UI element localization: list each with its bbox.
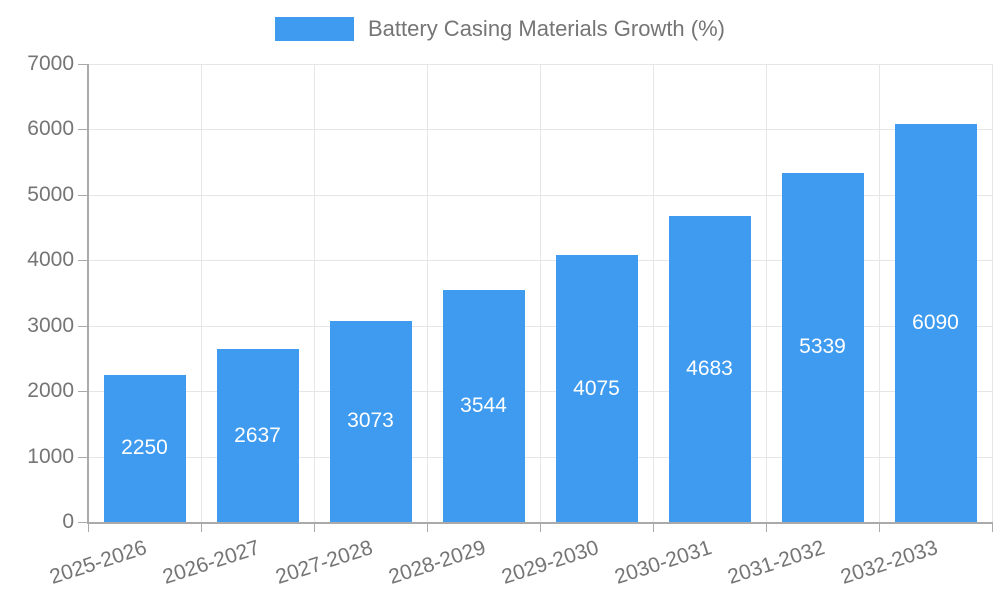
y-axis-line: [87, 64, 89, 522]
x-axis-tick: [879, 522, 880, 532]
x-axis-tick: [88, 522, 89, 532]
bar-value-label: 4683: [686, 356, 733, 380]
x-axis-tick: [653, 522, 654, 532]
x-axis-tick: [314, 522, 315, 532]
y-axis-tick-label: 1000: [27, 445, 74, 468]
y-axis-tick: [78, 64, 88, 65]
y-axis-tick-label: 4000: [27, 248, 74, 271]
x-axis-tick: [201, 522, 202, 532]
x-axis-tick: [766, 522, 767, 532]
y-axis-tick: [78, 260, 88, 261]
bar-value-label: 2250: [121, 436, 168, 460]
gridline-vertical: [201, 64, 202, 522]
y-axis-tick: [78, 195, 88, 196]
x-axis-category-label: 2032-2033: [837, 536, 941, 589]
bar-value-label: 6090: [912, 310, 959, 334]
y-axis-tick-label: 2000: [27, 379, 74, 402]
y-axis-tick-label: 0: [62, 510, 74, 533]
x-axis-tick: [540, 522, 541, 532]
x-axis-category-label: 2025-2026: [46, 536, 150, 589]
bar-value-label: 3073: [347, 409, 394, 433]
bar-2032-2033[interactable]: [894, 123, 977, 522]
x-axis-category-label: 2030-2031: [611, 536, 715, 589]
bar-2029-2030[interactable]: [555, 255, 638, 522]
x-axis-tick: [427, 522, 428, 532]
bar-2026-2027[interactable]: [216, 349, 299, 522]
bar-value-label: 4075: [573, 376, 620, 400]
x-axis-category-label: 2028-2029: [385, 536, 489, 589]
legend[interactable]: Battery Casing Materials Growth (%): [275, 16, 725, 42]
x-axis-category-label: 2031-2032: [724, 536, 828, 589]
y-axis-tick-label: 3000: [27, 314, 74, 337]
bar-2030-2031[interactable]: [668, 215, 751, 522]
gridline-vertical: [540, 64, 541, 522]
gridline-vertical: [992, 64, 993, 522]
y-axis-tick-label: 5000: [27, 183, 74, 206]
bar-value-label: 5339: [799, 335, 846, 359]
gridline-vertical: [766, 64, 767, 522]
bar-2027-2028[interactable]: [329, 320, 412, 522]
y-axis-tick-label: 7000: [27, 52, 74, 75]
x-axis-line: [87, 522, 992, 524]
gridline-vertical: [879, 64, 880, 522]
x-axis-category-label: 2029-2030: [498, 536, 602, 589]
bar-2028-2029[interactable]: [442, 290, 525, 522]
gridline-vertical: [653, 64, 654, 522]
y-axis-tick-label: 6000: [27, 117, 74, 140]
bar-2031-2032[interactable]: [781, 172, 864, 522]
x-axis-category-label: 2027-2028: [272, 536, 376, 589]
gridline-vertical: [314, 64, 315, 522]
y-axis-tick: [78, 522, 88, 523]
y-axis-tick: [78, 457, 88, 458]
gridline-vertical: [427, 64, 428, 522]
legend-label: Battery Casing Materials Growth (%): [368, 16, 725, 41]
legend-swatch: [275, 17, 354, 41]
x-axis-category-label: 2026-2027: [159, 536, 263, 589]
y-axis-tick: [78, 129, 88, 130]
bar-2025-2026[interactable]: [103, 374, 186, 522]
bar-value-label: 3544: [460, 394, 507, 418]
y-axis-tick: [78, 391, 88, 392]
y-axis-tick: [78, 326, 88, 327]
x-axis-tick: [992, 522, 993, 532]
bar-value-label: 2637: [234, 423, 281, 447]
